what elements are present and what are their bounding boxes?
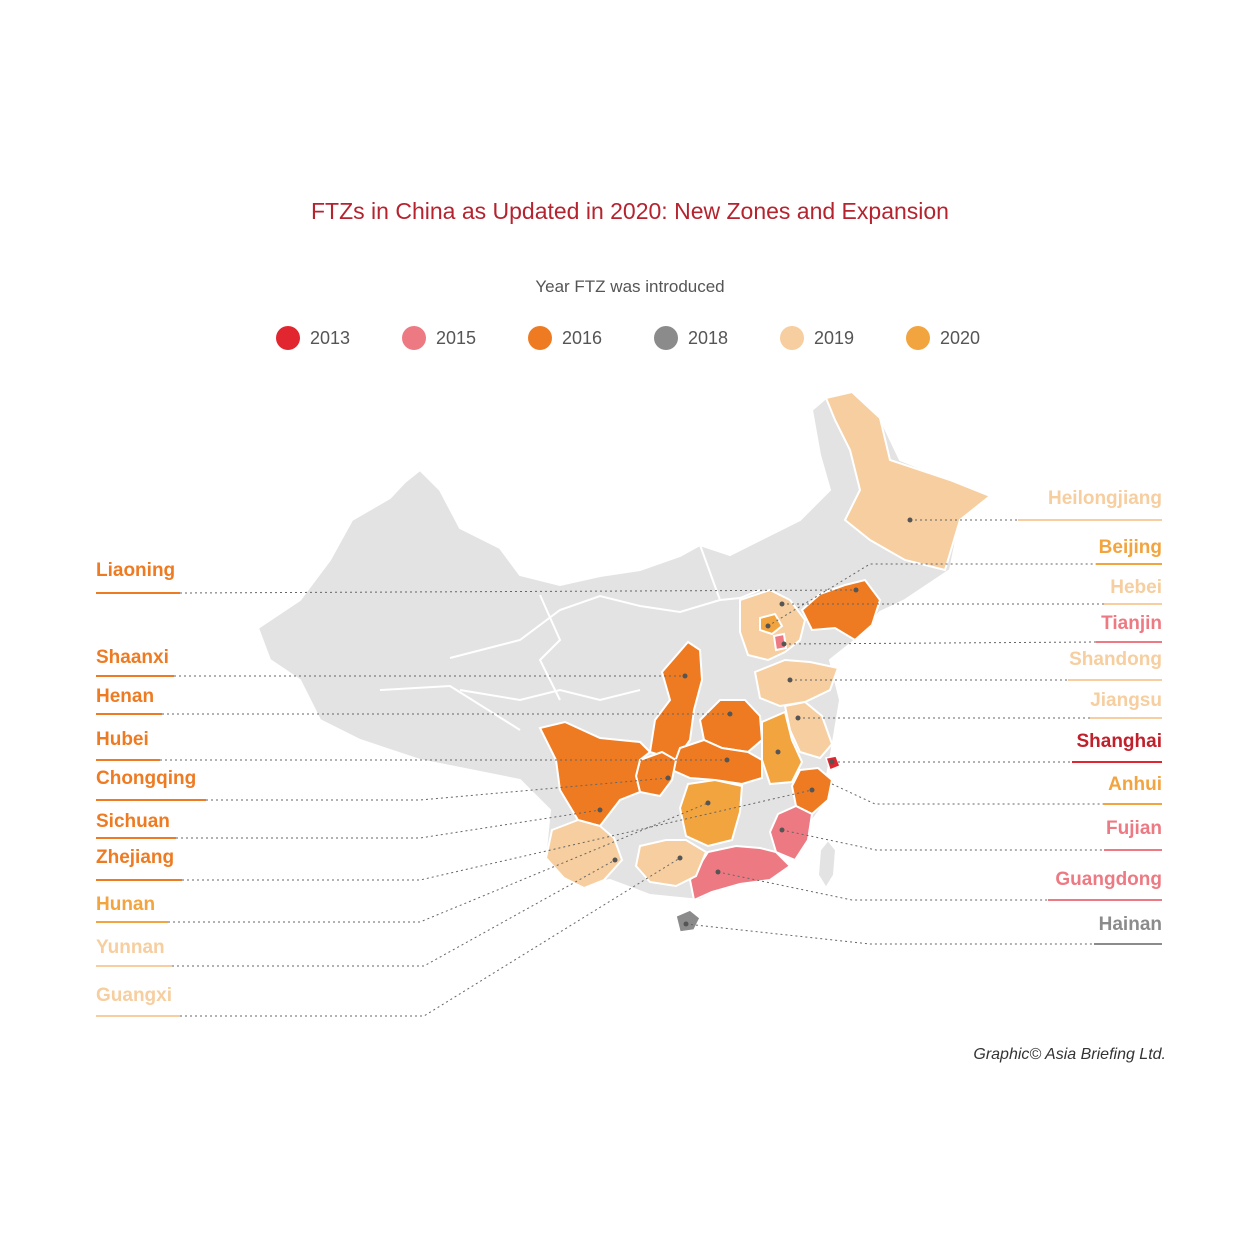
label-guangxi: Guangxi [96,985,173,1006]
anchor-dot-yunnan [612,857,618,863]
label-sichuan: Sichuan [96,811,170,832]
hubei-region [670,738,763,786]
label-zhejiang: Zhejiang [96,847,175,868]
label-guangdong: Guangdong [1055,869,1162,890]
anchor-dot-shanghai [829,759,835,765]
legend-label-2018: 2018 [688,327,729,348]
legend-title: Year FTZ was introduced [535,277,725,296]
label-underlines [96,519,1162,1017]
anchor-dot-guangxi [677,855,683,861]
legend-swatch-2020 [906,326,930,350]
taiwan-shape [816,838,838,890]
legend-label-2019: 2019 [814,327,855,348]
anchor-dot-beijing [765,623,771,629]
anchor-dot-jiangsu [795,715,801,721]
anchor-dot-sichuan [597,807,603,813]
label-hebei: Hebei [1110,577,1162,598]
leader-line-guangxi [180,857,681,1017]
legend-label-2015: 2015 [436,327,477,348]
left-leader-lines [160,589,857,1017]
anhui-region [761,710,804,786]
leader-line-beijing [767,563,1096,627]
leader-line-yunnan [172,859,616,967]
anchor-dot-heilongjiang [907,517,913,523]
anchor-dots [597,517,913,927]
label-hainan: Hainan [1098,914,1162,935]
leader-line-sichuan [176,809,601,839]
legend-label-2013: 2013 [310,327,351,348]
label-yunnan: Yunnan [96,937,165,958]
anchor-dot-chongqing [665,775,671,781]
label-fujian: Fujian [1106,818,1162,839]
leader-line-tianjin [783,641,1097,645]
label-hunan: Hunan [96,894,156,915]
label-heilongjiang: Heilongjiang [1048,488,1162,509]
right-leader-lines [685,519,1104,945]
legend-swatch-2018 [654,326,678,350]
credit-text: Graphic© Asia Briefing Ltd. [973,1046,1166,1063]
legend-item-2020: 2020 [906,324,980,352]
legend-swatch-2015 [402,326,426,350]
anchor-dot-anhui [775,749,781,755]
sichuan-region [538,720,652,828]
beijing-region [759,612,784,636]
leader-line-zhejiang [182,789,813,881]
leader-line-hunan [168,802,709,923]
label-shaanxi: Shaanxi [96,647,169,668]
anchor-dot-guangdong [715,869,721,875]
label-henan: Henan [96,686,155,707]
label-shanghai: Shanghai [1076,731,1162,752]
legend: 2013 2015 2016 2018 2019 2020 [276,324,996,352]
legend-label-2020: 2020 [940,327,981,348]
hainan-region [675,909,701,933]
legend-item-2016: 2016 [528,324,602,352]
liaoning-region [800,578,882,642]
anchor-dot-zhejiang [809,787,815,793]
anchor-dot-liaoning [853,587,859,593]
leader-line-anhui [831,783,1104,805]
heilongjiang-region [824,390,992,572]
label-shandong: Shandong [1069,649,1162,670]
label-beijing: Beijing [1098,537,1162,558]
anchor-dot-shandong [787,677,793,683]
label-chongqing: Chongqing [96,768,197,789]
label-anhui: Anhui [1108,774,1162,795]
label-liaoning: Liaoning [96,560,176,581]
anchor-dot-henan [727,711,733,717]
anchor-dot-tianjin [781,641,787,647]
anchor-dot-hubei [724,757,730,763]
yunnan-region [544,818,624,890]
anchor-dot-shaanxi [682,673,688,679]
legend-item-2019: 2019 [780,324,854,352]
legend-swatch-2019 [780,326,804,350]
legend-swatch-2013 [276,326,300,350]
legend-swatch-2016 [528,326,552,350]
label-tianjin: Tianjin [1101,613,1162,634]
label-jiangsu: Jiangsu [1090,690,1162,711]
leader-line-hainan [685,923,1094,945]
leader-line-guangdong [717,871,1048,901]
anchor-dot-hunan [705,800,711,806]
province-boundaries [379,544,761,731]
label-hubei: Hubei [96,729,149,750]
guangxi-region [634,839,708,888]
guangdong-region [688,844,792,902]
legend-item-2018: 2018 [654,324,728,352]
legend-item-2013: 2013 [276,324,350,352]
map-title: FTZs in China as Updated in 2020: New Zo… [311,198,949,224]
fujian-region [768,804,814,862]
legend-item-2015: 2015 [402,324,476,352]
leader-line-chongqing [206,777,669,801]
anchor-dot-hainan [683,921,689,927]
anchor-dot-hebei [779,601,785,607]
shandong-region [753,658,840,708]
leader-line-fujian [781,829,1104,851]
legend-label-2016: 2016 [562,327,603,348]
anchor-dot-fujian [779,827,785,833]
